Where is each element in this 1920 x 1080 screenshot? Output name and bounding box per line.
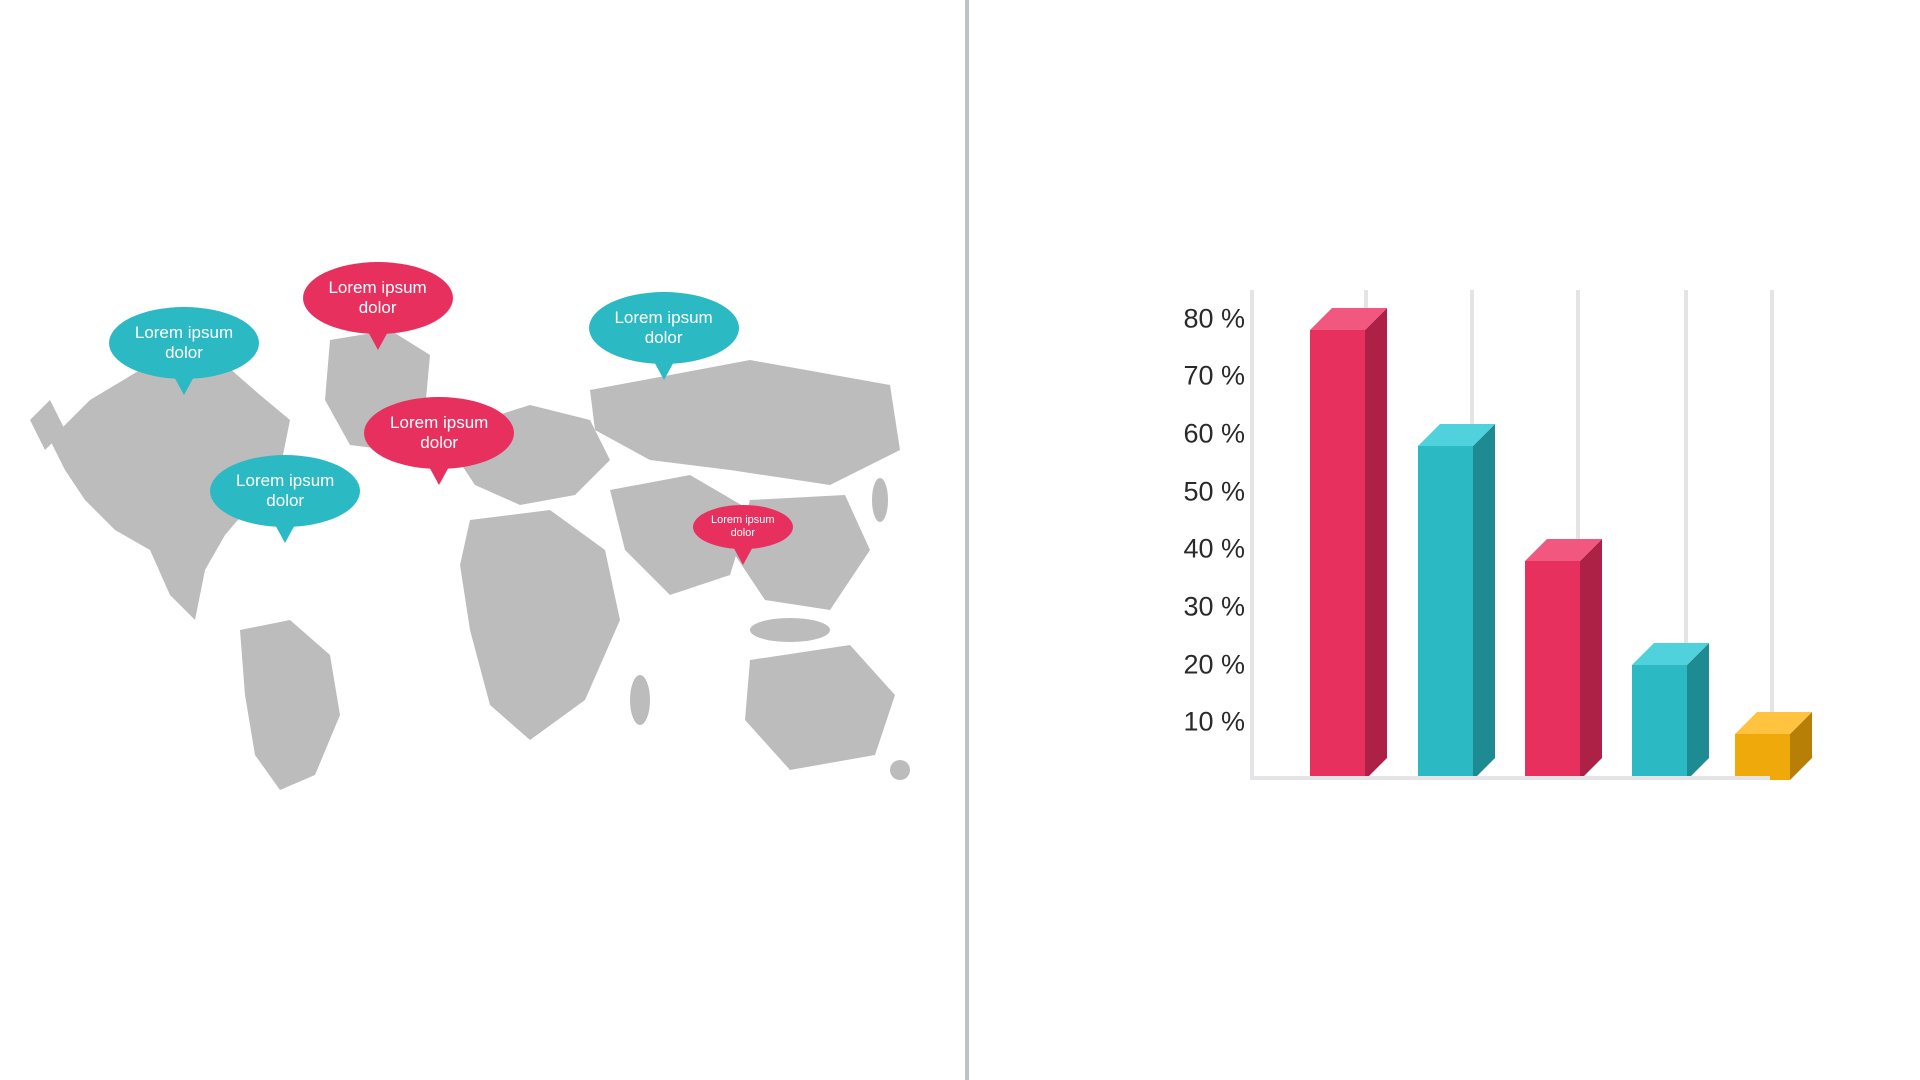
bar-chart-panel: 10 % 20 % 30 % 40 % 50 % 60 % 70 % 80 %: [1135, 290, 1775, 800]
chart-bar: [1735, 734, 1790, 780]
chart-bar-front: [1632, 665, 1687, 780]
chart-gridline: [1770, 290, 1774, 780]
chart-bar: [1310, 330, 1365, 780]
chart-bar-front: [1310, 330, 1365, 780]
map-pin-label-line1: Lorem ipsum: [328, 278, 426, 298]
chart-bar-side: [1687, 643, 1709, 780]
y-axis-label: 50 %: [1135, 476, 1245, 507]
chart-bar-front: [1735, 734, 1790, 780]
y-axis-label: 10 %: [1135, 707, 1245, 738]
center-divider: [965, 0, 969, 1080]
world-map-svg: [30, 300, 910, 800]
bar-chart-plot: [1250, 290, 1770, 780]
y-axis-label: 20 %: [1135, 649, 1245, 680]
chart-bar-front: [1418, 446, 1473, 780]
chart-bar-side: [1365, 308, 1387, 780]
slide: Lorem ipsumdolorLorem ipsumdolorLorem ip…: [0, 0, 1920, 1080]
chart-bar: [1418, 446, 1473, 780]
y-axis-label: 60 %: [1135, 419, 1245, 450]
y-axis-label: 70 %: [1135, 361, 1245, 392]
chart-bar: [1632, 665, 1687, 780]
y-axis-label: 40 %: [1135, 534, 1245, 565]
chart-bar-side: [1473, 424, 1495, 780]
y-axis-label: 80 %: [1135, 303, 1245, 334]
chart-bar-side: [1580, 539, 1602, 780]
chart-bar: [1525, 561, 1580, 780]
world-map-panel: Lorem ipsumdolorLorem ipsumdolorLorem ip…: [30, 300, 910, 800]
y-axis-label: 30 %: [1135, 592, 1245, 623]
chart-bar-front: [1525, 561, 1580, 780]
x-axis: [1250, 776, 1770, 780]
